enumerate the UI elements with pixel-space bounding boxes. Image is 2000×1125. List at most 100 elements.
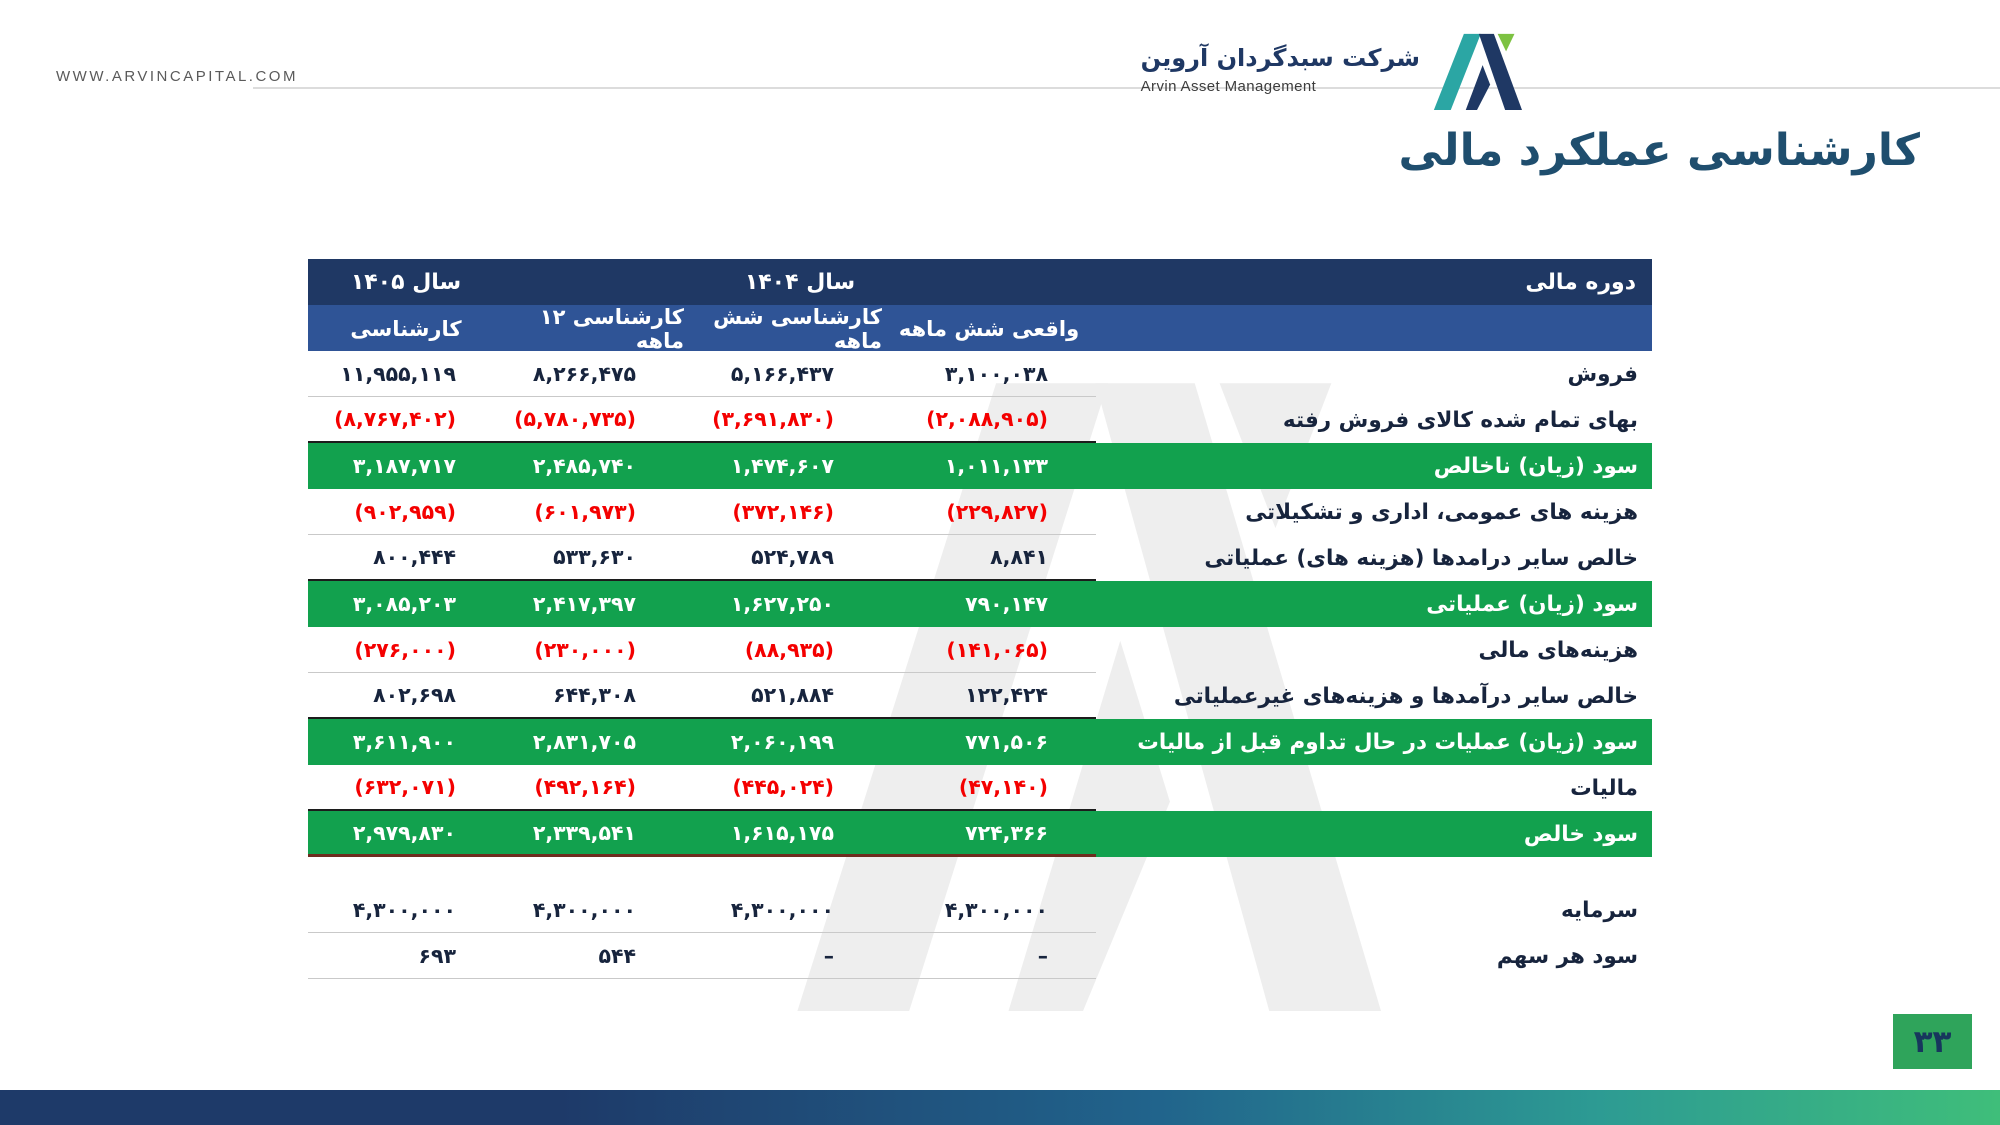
company-name-en: Arvin Asset Management — [1140, 78, 1317, 96]
cell-value: (۹۰۲,۹۵۹) — [308, 489, 504, 535]
cell-value: ۱,۴۷۴,۶۰۷ — [730, 454, 834, 478]
cell-value: ۱۱,۹۵۵,۱۱۹ — [308, 351, 504, 397]
cell-value: ۲,۹۷۹,۸۳۰ — [308, 811, 504, 857]
cell-value: (۳,۶۹۱,۸۳۰) — [684, 397, 882, 443]
column-header: کارشناسی — [350, 317, 462, 341]
cell-value: ۲,۰۶۰,۱۹۹ — [730, 730, 834, 754]
cell-value: ۸,۲۶۶,۴۷۵ — [504, 351, 684, 397]
cell-value: ۵۲۴,۷۸۹ — [684, 535, 882, 581]
cell-value: ۸۰۰,۴۴۴ — [308, 535, 504, 581]
table-row: سرمایه ۴,۳۰۰,۰۰۰ ۴,۳۰۰,۰۰۰ ۴,۳۰۰,۰۰۰ ۴,۳۰۰,۰… — [308, 887, 1652, 933]
cell-value: (۲۷۶,۰۰۰) — [308, 627, 504, 673]
row-label: سود (زیان) عملیاتی — [1426, 591, 1638, 617]
column-header: واقعی شش ماهه — [898, 317, 1080, 341]
cell-value: ۴,۳۰۰,۰۰۰ — [882, 887, 1096, 933]
cell-value: ۳,۱۰۰,۰۳۸ — [882, 351, 1096, 397]
table-row: فروش ۳,۱۰۰,۰۳۸ ۵,۱۶۶,۴۳۷ ۸,۲۶۶,۴۷۵ ۱۱,۹۵۵,۱۱… — [308, 351, 1652, 397]
cell-value: ۸,۸۴۱ — [882, 535, 1096, 581]
cell-value: ۴,۳۰۰,۰۰۰ — [308, 887, 504, 933]
cell-value: ۵۲۱,۸۸۴ — [684, 673, 882, 719]
row-label: سود خالص — [1523, 821, 1638, 847]
cell-value: ۷۷۱,۵۰۶ — [965, 730, 1048, 754]
year-1405-header: سال ۱۴۰۵ — [350, 269, 462, 295]
cell-value: ۵۴۴ — [504, 933, 684, 979]
table-row: مالیات (۴۷,۱۴۰) (۴۴۵,۰۲۴) (۴۹۲,۱۶۴) (۶۳۲,۰۷۱… — [308, 765, 1652, 811]
cell-value: ۷۹۰,۱۴۷ — [965, 592, 1048, 616]
cell-value: – — [684, 933, 882, 979]
cell-value: (۲,۰۸۸,۹۰۵) — [882, 397, 1096, 443]
row-label: مالیات — [1570, 775, 1638, 801]
cell-value: ۲,۸۳۱,۷۰۵ — [532, 730, 636, 754]
table-row: بهای تمام شده کالای فروش رفته (۲,۰۸۸,۹۰۵)… — [308, 397, 1652, 443]
row-label: خالص سایر درامدها (هزینه های) عملیاتی — [1204, 545, 1638, 571]
page-number-badge: ۳۳ — [1893, 1014, 1972, 1069]
year-1404-header: سال ۱۴۰۴ — [744, 269, 856, 295]
footer-gradient-bar — [0, 1090, 2000, 1125]
cell-value: (۳۷۲,۱۴۶) — [684, 489, 882, 535]
period-label: دوره مالی — [1525, 269, 1636, 295]
page-title: کارشناسی عملکرد مالی — [1398, 125, 1920, 176]
row-label: خالص سایر درآمدها و هزینه‌های غیرعملیاتی — [1173, 683, 1638, 709]
label-column-header — [1096, 305, 1652, 353]
row-label: هزینه های عمومی، اداری و تشکیلاتی — [1245, 499, 1638, 525]
cell-value: (۱۴۱,۰۶۵) — [882, 627, 1096, 673]
cell-value: (۸,۷۶۷,۴۰۲) — [308, 397, 504, 443]
cell-value: ۳,۱۸۷,۷۱۷ — [352, 454, 456, 478]
cell-value: (۴۹۲,۱۶۴) — [504, 765, 684, 811]
cell-value: ۱,۶۱۵,۱۷۵ — [684, 811, 882, 857]
header-divider — [253, 87, 2000, 89]
cell-value: (۲۳۰,۰۰۰) — [504, 627, 684, 673]
cell-value: – — [882, 933, 1096, 979]
cell-value: (۶۳۲,۰۷۱) — [308, 765, 504, 811]
cell-value: (۲۲۹,۸۲۷) — [882, 489, 1096, 535]
row-label: سود (زیان) عملیات در حال تداوم قبل از ما… — [1137, 729, 1638, 755]
cell-value: ۸۰۲,۶۹۸ — [308, 673, 504, 719]
cell-value: ۲,۴۸۵,۷۴۰ — [532, 454, 636, 478]
cell-value: ۳,۶۱۱,۹۰۰ — [352, 730, 456, 754]
brand-text: شرکت سبدگردان آروین Arvin Asset Manageme… — [1141, 43, 1420, 95]
cell-value: (۴۷,۱۴۰) — [882, 765, 1096, 811]
table-spacer — [308, 857, 1652, 887]
arvin-logo-icon — [1433, 33, 1522, 110]
cell-value: (۶۰۱,۹۷۳) — [504, 489, 684, 535]
column-header: کارشناسی ۱۲ ماهه — [539, 305, 684, 353]
cell-value: (۴۴۵,۰۲۴) — [684, 765, 882, 811]
website-url: WWW.ARVINCAPITAL.COM — [56, 68, 298, 85]
cell-value: (۸۸,۹۳۵) — [684, 627, 882, 673]
table-row: سود (زیان) عملیاتی ۷۹۰,۱۴۷ ۱,۶۲۷,۲۵۰ ۲,۴۱۷,… — [308, 581, 1652, 627]
cell-value: ۲,۴۱۷,۳۹۷ — [532, 592, 636, 616]
cell-value: ۱۲۲,۴۲۴ — [882, 673, 1096, 719]
cell-value: ۵,۱۶۶,۴۳۷ — [684, 351, 882, 397]
brand: شرکت سبدگردان آروین Arvin Asset Manageme… — [1141, 28, 1522, 110]
cell-value: ۳,۰۸۵,۲۰۳ — [352, 592, 456, 616]
table-row: سود (زیان) ناخالص ۱,۰۱۱,۱۳۳ ۱,۴۷۴,۶۰۷ ۲,۴۸۵… — [308, 443, 1652, 489]
table-row: هزینه های عمومی، اداری و تشکیلاتی (۲۲۹,۸۲… — [308, 489, 1652, 535]
cell-value: ۴,۳۰۰,۰۰۰ — [504, 887, 684, 933]
cell-value: ۱,۶۲۷,۲۵۰ — [730, 592, 834, 616]
row-label: بهای تمام شده کالای فروش رفته — [1282, 407, 1638, 433]
row-label: هزینه‌های مالی — [1478, 637, 1638, 663]
table-row: سود خالص ۷۲۴,۳۶۶ ۱,۶۱۵,۱۷۵ ۲,۳۳۹,۵۴۱ ۲,۹۷۹,۸… — [308, 811, 1652, 857]
financial-table: دوره مالی سال ۱۴۰۴ سال ۱۴۰۵ واقعی شش ماه… — [308, 259, 1652, 979]
cell-value: ۲,۳۳۹,۵۴۱ — [504, 811, 684, 857]
cell-value: ۱,۰۱۱,۱۳۳ — [944, 454, 1048, 478]
table-row: سود (زیان) عملیات در حال تداوم قبل از ما… — [308, 719, 1652, 765]
column-header: کارشناسی شش ماهه — [713, 305, 882, 353]
column-header-row: واقعی شش ماهه کارشناسی شش ماهه کارشناسی ۱۲… — [308, 305, 1652, 353]
cell-value: ۴,۳۰۰,۰۰۰ — [684, 887, 882, 933]
cell-value: ۶۴۴,۳۰۸ — [504, 673, 684, 719]
table-row: سود هر سهم – –۵۴۴ ۶۹۳ — [308, 933, 1652, 979]
cell-value: (۵,۷۸۰,۷۳۵) — [504, 397, 684, 443]
row-label: فروش — [1567, 361, 1638, 387]
table-row: خالص سایر درآمدها و هزینه‌های غیرعملیاتی… — [308, 673, 1652, 719]
table-row: خالص سایر درامدها (هزینه های) عملیاتی ۸,۸… — [308, 535, 1652, 581]
table-row: هزینه‌های مالی (۱۴۱,۰۶۵) (۸۸,۹۳۵) (۲۳۰,۰۰۰)… — [308, 627, 1652, 673]
period-header-row: دوره مالی سال ۱۴۰۴ سال ۱۴۰۵ — [308, 259, 1652, 305]
cell-value: ۶۹۳ — [308, 933, 504, 979]
row-label: سرمایه — [1560, 897, 1638, 923]
company-name-fa: شرکت سبدگردان آروین — [1140, 43, 1420, 72]
cell-value: ۷۲۴,۳۶۶ — [882, 811, 1096, 857]
row-label: سود هر سهم — [1496, 943, 1638, 969]
cell-value: ۵۳۳,۶۳۰ — [504, 535, 684, 581]
